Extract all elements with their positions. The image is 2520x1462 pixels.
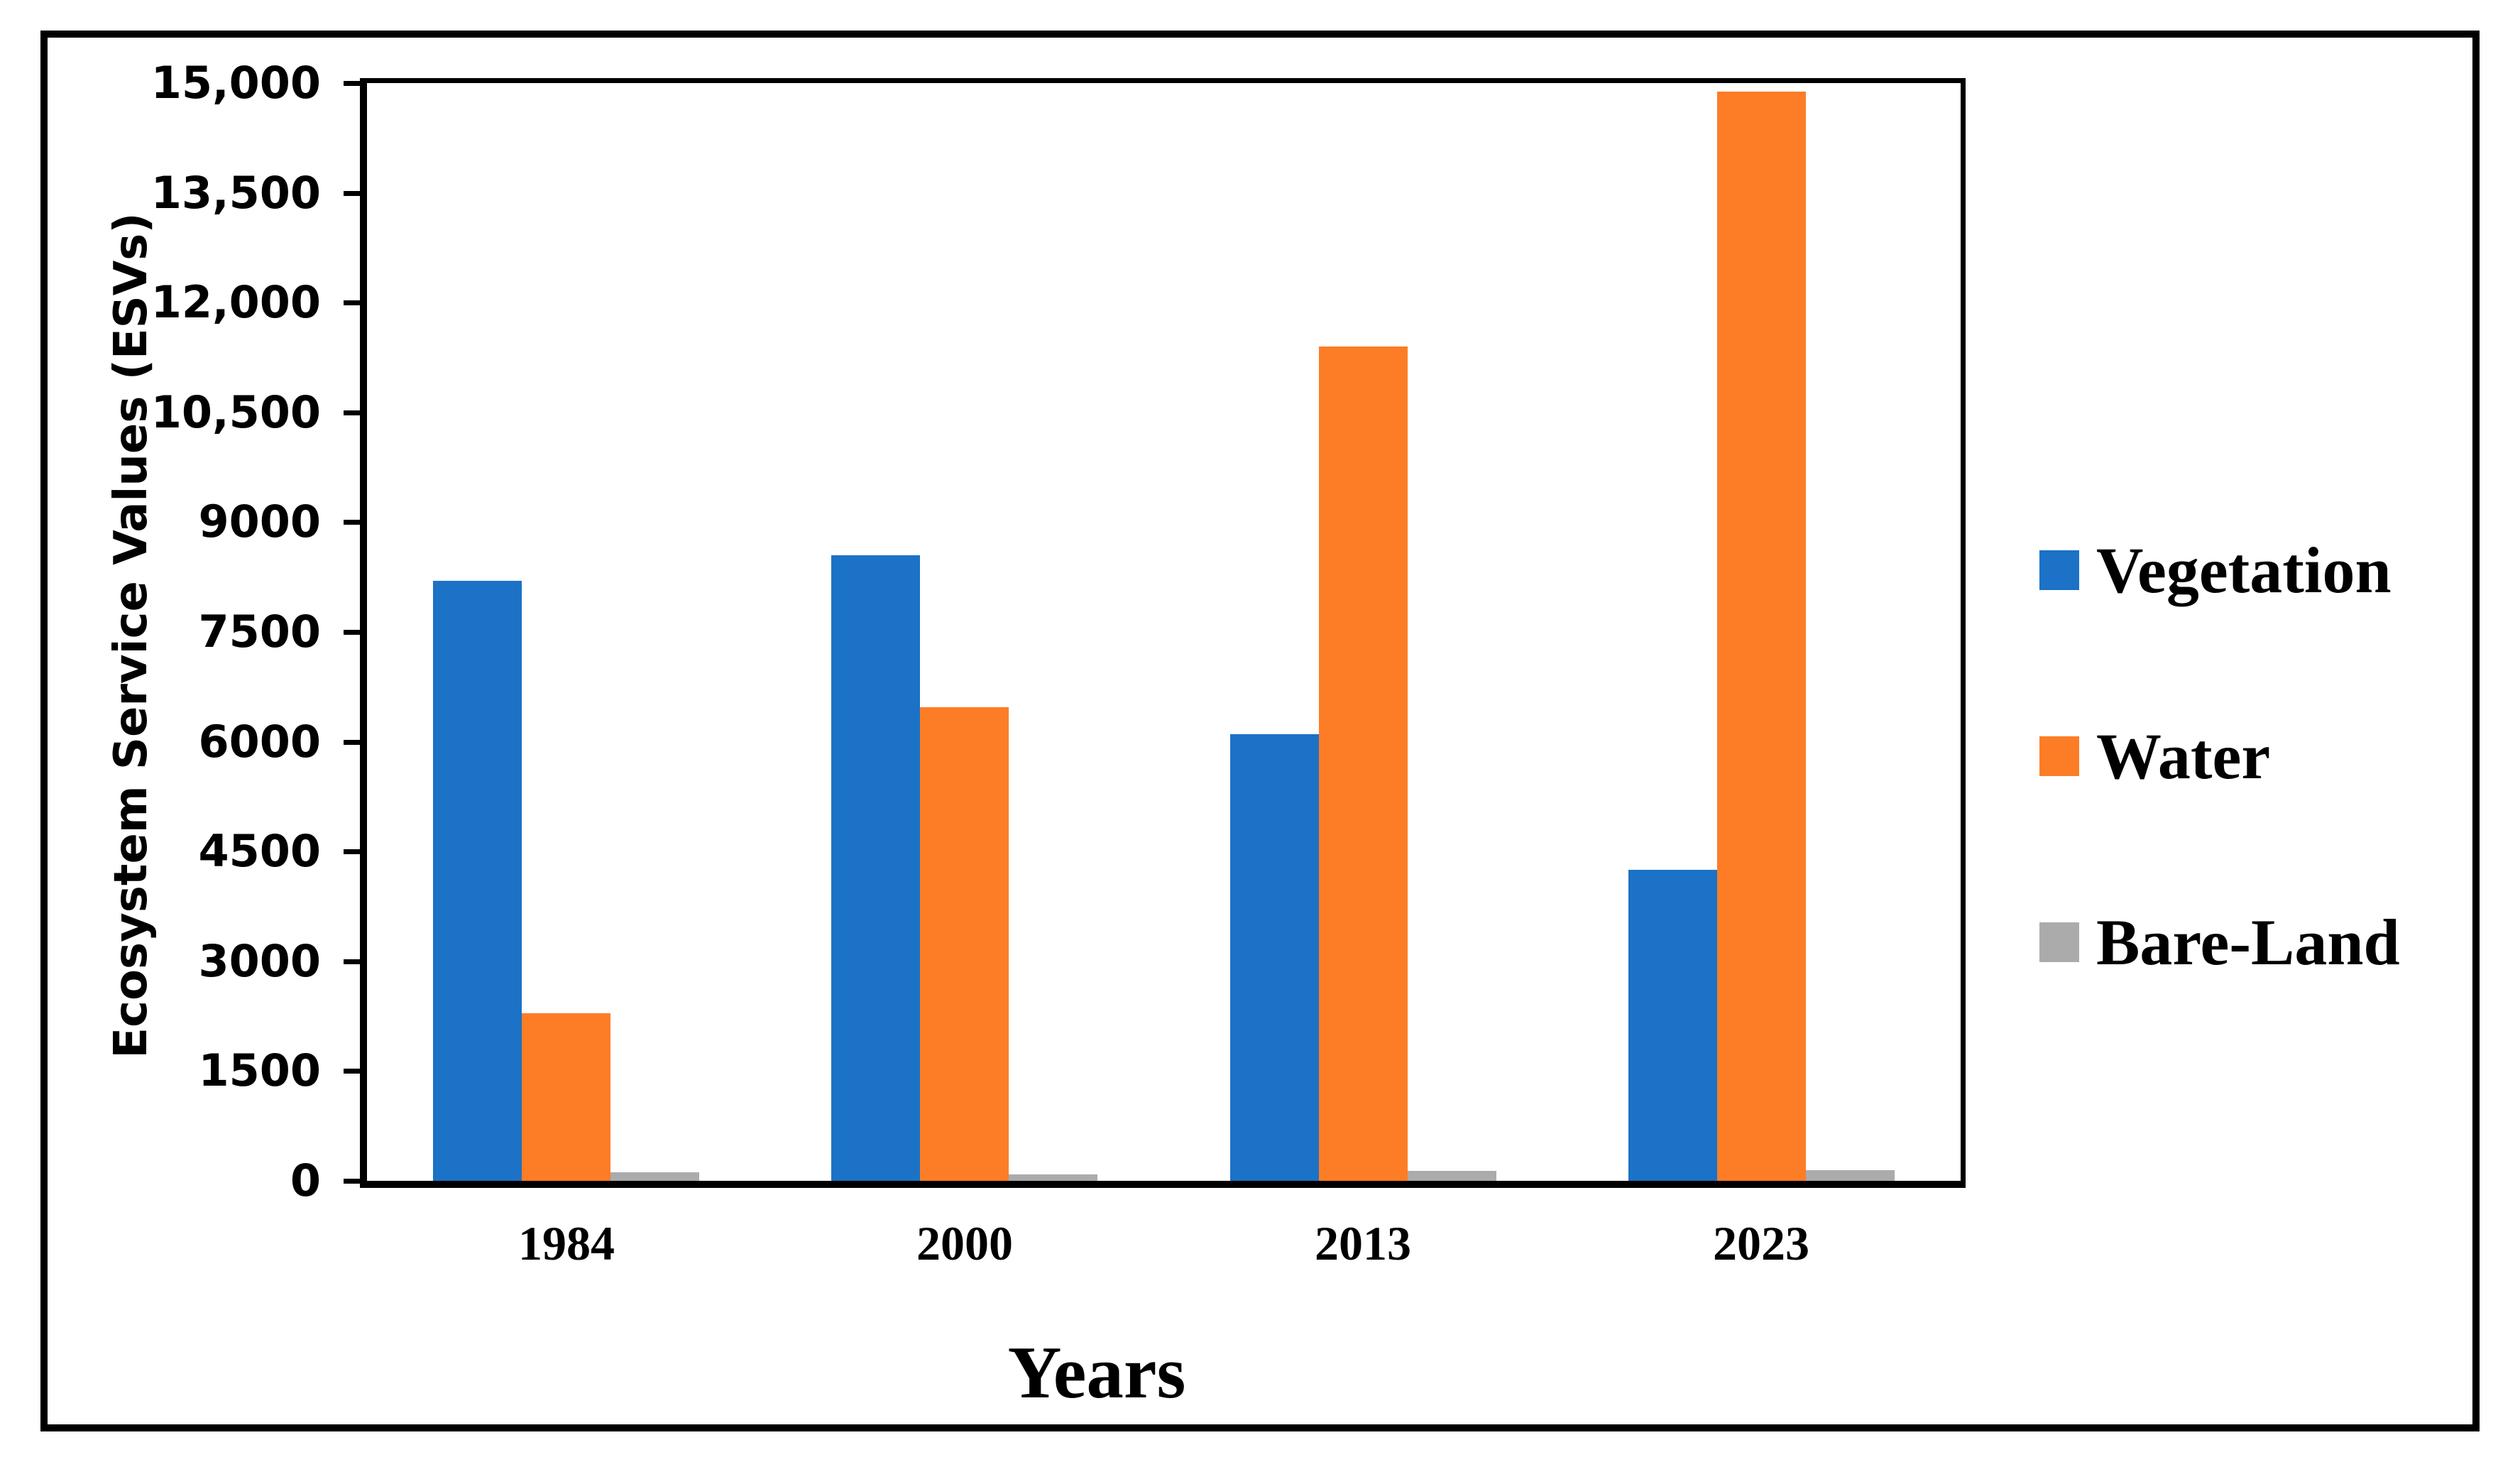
y-axis-tick-7500 [344, 630, 361, 635]
y-axis-tick-12,000 [344, 300, 361, 305]
water-swatch-icon [2039, 736, 2079, 776]
plot-area [360, 78, 1966, 1188]
legend-item-water: Water [2039, 714, 2270, 799]
legend-label-vegetation: Vegetation [2096, 534, 2392, 606]
x-tick-label-2000: 2000 [916, 1216, 1013, 1270]
y-axis-tick-3000 [344, 959, 361, 964]
bar-water-2023 [1717, 92, 1806, 1181]
y-axis-tick-4500 [344, 849, 361, 854]
bar-vegetation-2023 [1628, 870, 1717, 1181]
y-tick-label-12,000: 12,000 [150, 276, 321, 328]
legend-label-water: Water [2096, 720, 2271, 792]
bar-water-2013 [1319, 347, 1408, 1181]
y-axis-tick-10,500 [344, 410, 361, 415]
y-tick-label-15,000: 15,000 [150, 57, 321, 109]
x-axis-title: Years [1007, 1331, 1186, 1414]
y-tick-label-1500: 1500 [198, 1044, 321, 1096]
legend-label-bareland: Bare-Land [2096, 906, 2400, 978]
x-tick-label-2013: 2013 [1315, 1216, 1411, 1270]
bar-water-1984 [522, 1013, 610, 1181]
y-axis-tick-6000 [344, 740, 361, 745]
bareland-swatch-icon [2039, 922, 2079, 962]
y-axis-tick-0 [344, 1179, 361, 1184]
y-axis-tick-9000 [344, 520, 361, 525]
y-tick-label-4500: 4500 [198, 825, 321, 877]
y-tick-label-0: 0 [290, 1155, 321, 1206]
y-tick-label-10,500: 10,500 [150, 386, 321, 438]
legend-item-bareland: Bare-Land [2039, 900, 2400, 985]
y-tick-label-13,500: 13,500 [150, 167, 321, 219]
bar-vegetation-2013 [1230, 734, 1319, 1181]
bar-vegetation-1984 [433, 581, 522, 1181]
y-axis-tick-13,500 [344, 191, 361, 196]
y-tick-label-9000: 9000 [198, 496, 321, 547]
y-tick-label-6000: 6000 [198, 716, 321, 768]
bar-bare-land-2013 [1408, 1171, 1496, 1181]
x-tick-label-2023: 2023 [1713, 1216, 1809, 1270]
x-tick-label-1984: 1984 [518, 1216, 615, 1270]
bar-water-2000 [920, 707, 1009, 1181]
bar-bare-land-2023 [1806, 1170, 1895, 1181]
y-axis-tick-15,000 [344, 81, 361, 86]
y-tick-label-3000: 3000 [198, 935, 321, 987]
vegetation-swatch-icon [2039, 550, 2079, 590]
bar-bare-land-2000 [1009, 1174, 1097, 1181]
bar-vegetation-2000 [831, 555, 920, 1181]
y-axis-tick-1500 [344, 1069, 361, 1074]
bar-bare-land-1984 [610, 1172, 699, 1181]
legend-item-vegetation: Vegetation [2039, 528, 2392, 613]
figure-outer-border [40, 31, 2480, 1431]
y-tick-label-7500: 7500 [198, 606, 321, 658]
